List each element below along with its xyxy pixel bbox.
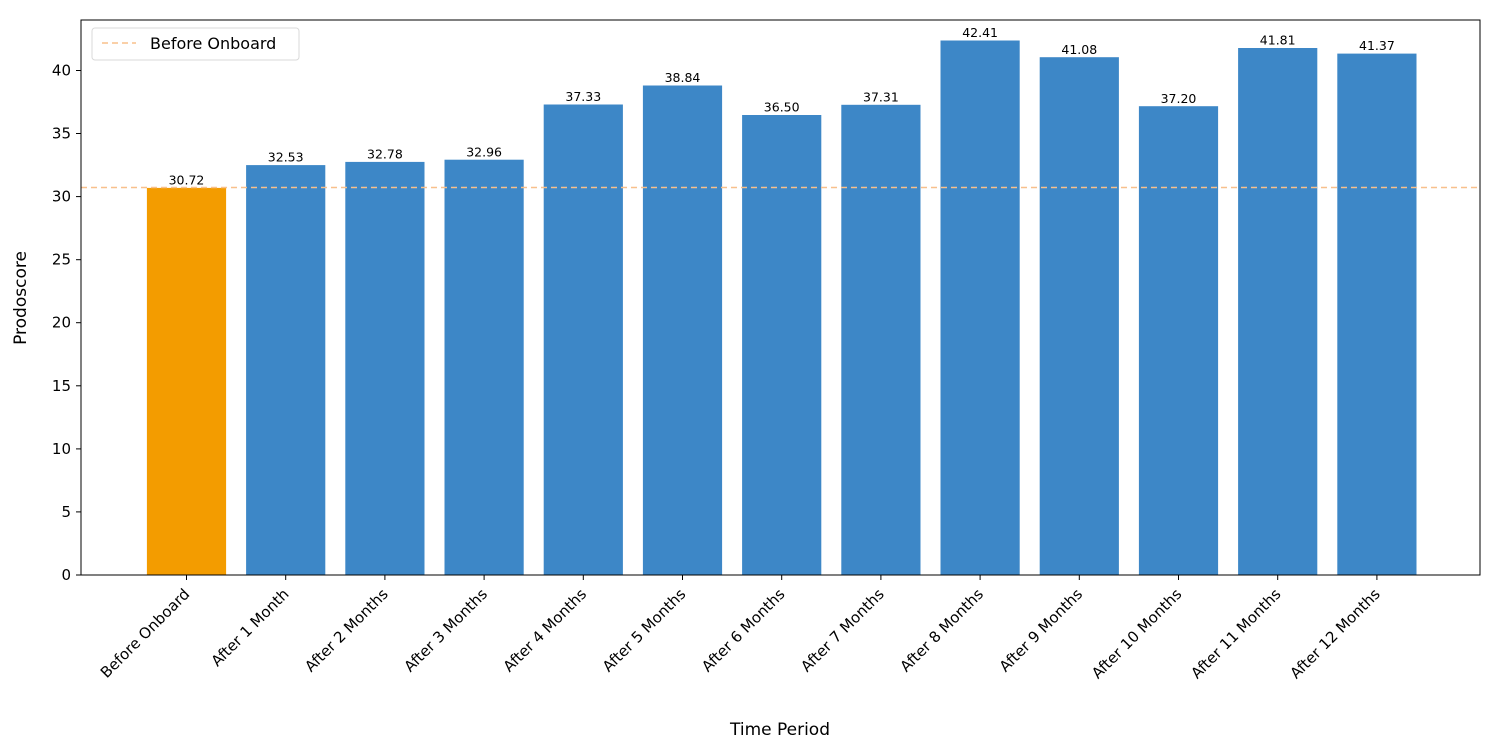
x-tick-label-after-4-months: After 4 Months — [500, 585, 591, 676]
y-tick-label-25: 25 — [52, 251, 71, 269]
data-label-after-11-months: 41.81 — [1260, 33, 1296, 48]
bars-group — [146, 39, 1418, 576]
data-label-after-5-months: 38.84 — [665, 70, 701, 85]
data-labels-group: 30.72 32.53 32.78 32.96 37.33 38.84 36.50 37.31… — [169, 25, 1395, 187]
bar-after-1-month — [245, 164, 327, 576]
x-tick-label-after-6-months: After 6 Months — [698, 585, 789, 676]
bar-before-onboard — [146, 187, 227, 576]
x-axis: Before Onboard After 1 Month After 2 Month… — [97, 575, 1384, 682]
bar-after-2-months — [344, 161, 426, 576]
y-tick-label-30: 30 — [52, 188, 71, 206]
bar-after-9-months — [1038, 56, 1120, 576]
data-label-after-2-months: 32.78 — [367, 147, 403, 162]
y-tick-label-5: 5 — [61, 503, 71, 521]
data-label-after-10-months: 37.20 — [1161, 91, 1197, 106]
y-tick-label-20: 20 — [52, 314, 71, 332]
x-tick-label-after-7-months: After 7 Months — [797, 585, 888, 676]
x-tick-label-after-9-months: After 9 Months — [996, 585, 1087, 676]
x-tick-label-after-8-months: After 8 Months — [896, 585, 987, 676]
bar-after-3-months — [443, 158, 525, 576]
y-tick-label-40: 40 — [52, 62, 71, 80]
bar-after-8-months — [939, 39, 1021, 576]
data-label-after-7-months: 37.31 — [863, 89, 899, 104]
y-tick-label-35: 35 — [52, 125, 71, 143]
data-label-after-4-months: 37.33 — [565, 89, 601, 104]
x-tick-label-after-1-month: After 1 Month — [208, 585, 293, 670]
y-axis-title: Prodoscore — [11, 251, 31, 345]
x-tick-label-after-10-months: After 10 Months — [1088, 585, 1185, 682]
x-tick-label-before-onboard: Before Onboard — [97, 585, 193, 681]
data-label-before-onboard: 30.72 — [169, 173, 205, 188]
bar-after-6-months — [741, 114, 823, 576]
plot-frame — [80, 19, 1481, 576]
data-label-after-1-month: 32.53 — [268, 150, 304, 165]
bar-after-10-months — [1138, 105, 1219, 576]
y-axis: 0 5 10 15 20 25 30 35 40 — [52, 62, 81, 584]
data-label-after-9-months: 41.08 — [1061, 42, 1097, 57]
bar-after-4-months — [542, 103, 624, 576]
legend-box — [91, 27, 300, 61]
legend: Before Onboard — [91, 27, 300, 61]
x-tick-label-after-2-months: After 2 Months — [301, 585, 392, 676]
bar-after-5-months — [642, 84, 723, 576]
x-axis-title: Time Period — [729, 720, 830, 740]
x-tick-label-after-3-months: After 3 Months — [400, 585, 491, 676]
y-tick-label-0: 0 — [61, 566, 71, 584]
x-tick-label-after-11-months: After 11 Months — [1187, 585, 1284, 682]
bar-after-12-months — [1336, 52, 1418, 576]
legend-label-before-onboard: Before Onboard — [150, 34, 276, 53]
bar-after-11-months — [1237, 47, 1319, 576]
data-label-after-12-months: 41.37 — [1359, 38, 1395, 53]
data-label-after-3-months: 32.96 — [466, 144, 502, 159]
bar-after-7-months — [840, 104, 922, 576]
data-label-after-6-months: 36.50 — [764, 100, 800, 115]
y-tick-label-15: 15 — [52, 377, 71, 395]
data-label-after-8-months: 42.41 — [962, 25, 998, 40]
x-tick-label-after-12-months: After 12 Months — [1287, 585, 1384, 682]
x-tick-label-after-5-months: After 5 Months — [599, 585, 690, 676]
y-tick-label-10: 10 — [52, 440, 71, 458]
